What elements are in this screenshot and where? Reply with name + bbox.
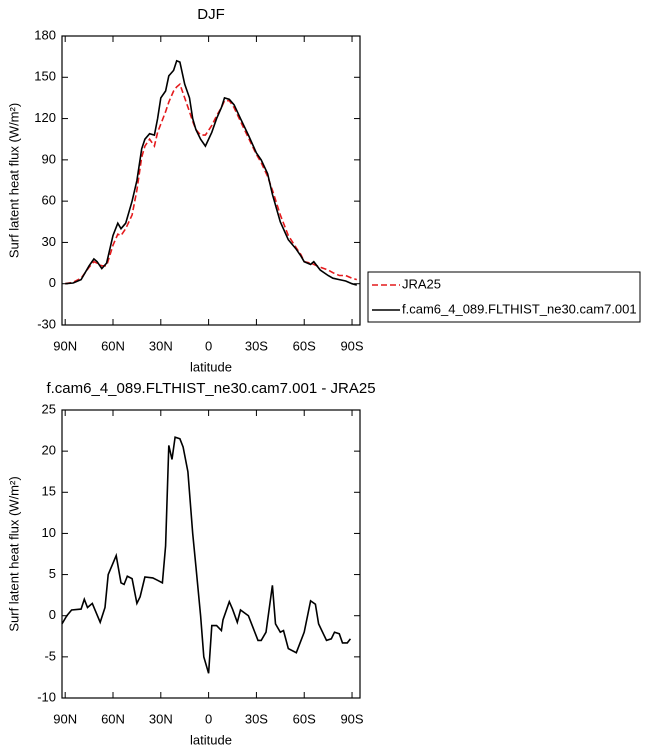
y-tick-label: 30 (42, 234, 56, 249)
data-line (61, 436, 352, 674)
x-tick-label: 30S (245, 711, 268, 726)
data-line (65, 59, 358, 286)
y-tick-label: 180 (34, 27, 56, 42)
x-tick-label: 60N (101, 338, 125, 353)
y-tick-label: 25 (42, 401, 56, 416)
x-tick-label: 90S (340, 711, 363, 726)
y-axis-label: Surf latent heat flux (W/m²) (6, 103, 21, 258)
chart-title: f.cam6_4_089.FLTHIST_ne30.cam7.001 - JRA… (46, 380, 375, 397)
x-tick-label: 0 (205, 711, 212, 726)
x-tick-label: 90N (53, 711, 77, 726)
plot-frame (61, 409, 361, 699)
y-axis-label: Surf latent heat flux (W/m²) (6, 476, 21, 631)
x-tick-label: 90N (53, 338, 77, 353)
y-tick-label: -10 (37, 689, 56, 704)
y-tick-label: 90 (42, 151, 56, 166)
y-tick-label: 150 (34, 69, 56, 84)
y-tick-label: 60 (42, 193, 56, 208)
x-tick-label: 30N (149, 338, 173, 353)
x-tick-label: 60S (293, 338, 316, 353)
x-tick-label: 60S (293, 711, 316, 726)
y-tick-label: 20 (42, 443, 56, 458)
y-tick-label: 15 (42, 484, 56, 499)
x-axis-label: latitude (190, 732, 232, 747)
plot-frame (61, 35, 361, 326)
y-tick-label: 5 (49, 566, 56, 581)
y-tick-label: -30 (37, 316, 56, 331)
x-tick-label: 90S (340, 338, 363, 353)
x-axis-label: latitude (190, 359, 232, 374)
x-tick-label: 30S (245, 338, 268, 353)
x-tick-label: 60N (101, 711, 125, 726)
x-tick-label: 30N (149, 711, 173, 726)
y-tick-label: 0 (49, 607, 56, 622)
data-line (65, 82, 358, 285)
legend-label: f.cam6_4_089.FLTHIST_ne30.cam7.001 (402, 301, 637, 316)
x-tick-label: 0 (205, 338, 212, 353)
y-tick-label: 120 (34, 110, 56, 125)
chart-title: DJF (197, 6, 225, 23)
y-tick-label: 10 (42, 525, 56, 540)
y-tick-label: -5 (44, 648, 56, 663)
legend-label: JRA25 (402, 276, 441, 291)
y-tick-label: 0 (49, 275, 56, 290)
legend-box (367, 271, 641, 323)
